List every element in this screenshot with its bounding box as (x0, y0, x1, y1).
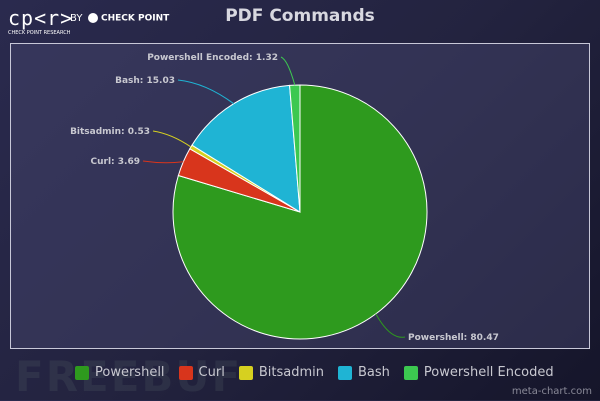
leader-line (142, 160, 184, 164)
legend-item[interactable]: Curl (178, 365, 225, 380)
legend-label: Bash (357, 365, 390, 380)
watermark: FREEBUF (15, 352, 243, 401)
legend-swatch (75, 365, 89, 380)
legend-item[interactable]: Bitsadmin (238, 365, 324, 380)
data-label: Powershell Encoded: 1.32 (147, 53, 278, 63)
leader-line (152, 130, 192, 148)
credit: meta-chart.com (511, 386, 592, 397)
leader-line (375, 313, 406, 338)
data-label: Bitsadmin: 0.53 (70, 127, 150, 137)
partner-text: CHECK POINT (101, 13, 170, 24)
legend-swatch (337, 365, 352, 380)
chart-title: PDF Commands (225, 6, 375, 26)
legend-swatch (178, 365, 193, 380)
legend-label: Bitsadmin (258, 365, 324, 380)
legend: Powershell Curl Bitsadmin Bash Powershell En… (75, 365, 554, 380)
pie-slice-bash[interactable] (191, 84, 301, 213)
data-label: Powershell: 80.47 (408, 333, 499, 343)
legend-swatch (238, 365, 253, 380)
brand-text: cp<r> (8, 6, 74, 30)
partner-logo: CHECK POINT (88, 13, 169, 24)
logo: cp<r> BY CHECK POINT CHECK POINT RESEARC… (8, 6, 169, 36)
legend-item[interactable]: Powershell (75, 365, 165, 380)
leader-line (280, 56, 296, 86)
pie-slice-powershell-encoded[interactable] (289, 84, 301, 213)
legend-swatch (403, 365, 418, 380)
brand-logo: cp<r> (8, 6, 73, 30)
logo-subtitle: CHECK POINT RESEARCH (8, 30, 71, 36)
legend-item[interactable]: Powershell Encoded (403, 365, 554, 380)
checkpoint-icon (88, 13, 98, 23)
legend-label: Powershell Encoded (423, 365, 554, 380)
leader-line (177, 79, 234, 105)
by-text: BY (70, 13, 83, 24)
legend-label: Curl (198, 365, 225, 380)
data-label: Curl: 3.69 (91, 157, 140, 167)
data-label: Bash: 15.03 (115, 76, 175, 86)
legend-label: Powershell (95, 365, 165, 380)
legend-item[interactable]: Bash (337, 365, 390, 380)
